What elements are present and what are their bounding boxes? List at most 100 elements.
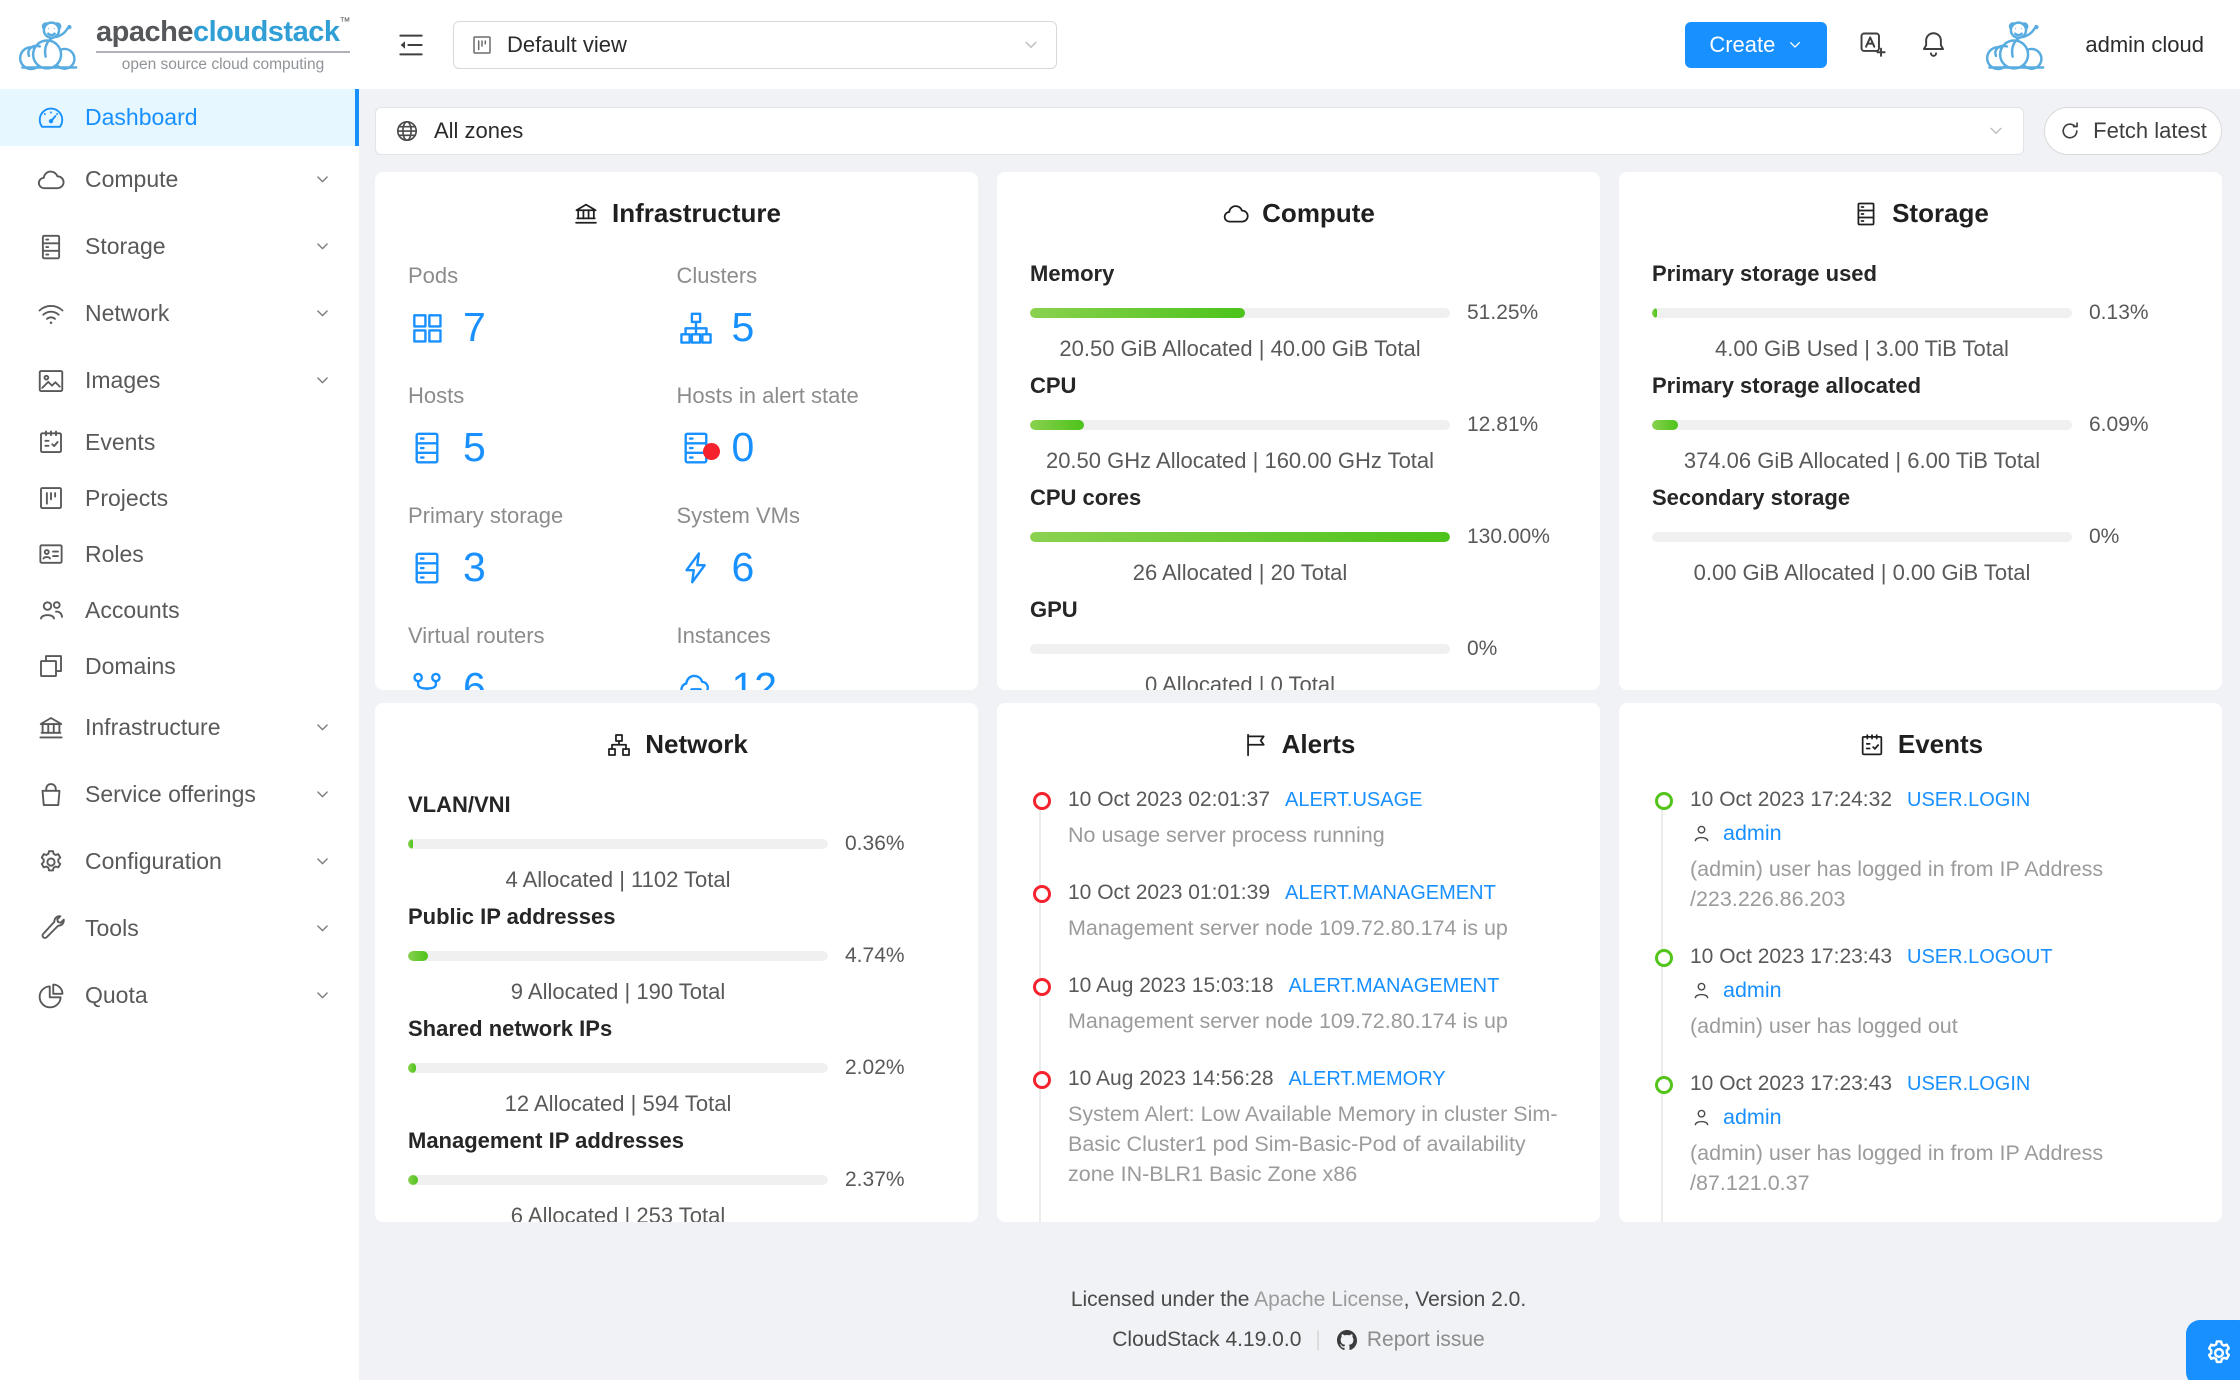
metric-label: Management IP addresses	[408, 1128, 684, 1153]
sidebar-item-roles[interactable]: Roles	[0, 526, 359, 582]
sidebar-item-accounts[interactable]: Accounts	[0, 582, 359, 638]
settings-fab-button[interactable]	[2186, 1320, 2240, 1380]
chevron-down-icon	[1022, 36, 1040, 54]
fetch-latest-button[interactable]: Fetch latest	[2044, 107, 2222, 155]
infra-stat: Clusters 5	[677, 263, 946, 351]
sidebar-item-infrastructure[interactable]: Infrastructure	[0, 694, 359, 761]
chevron-down-icon	[314, 171, 331, 188]
create-button[interactable]: Create	[1685, 21, 1828, 68]
timeline-dot	[1655, 949, 1673, 967]
storage-card: Storage Primary storage used 0.13% 4.00 Gi…	[1619, 172, 2222, 690]
progress-row: 2.02%	[408, 1056, 945, 1080]
infra-stat: Hosts in alert state 0	[677, 383, 946, 471]
sidebar-item-label: Quota	[85, 982, 148, 1008]
entry-type-link[interactable]: ALERT.MANAGEMENT	[1288, 975, 1500, 997]
sidebar-item-label: Configuration	[85, 848, 222, 874]
entry-type-link[interactable]: USER.LOGIN	[1907, 789, 2031, 811]
timeline-dot	[1033, 885, 1051, 903]
sidebar-item-label: Images	[85, 367, 161, 393]
idcard-icon	[36, 539, 66, 569]
entry-header: 10 Aug 2023 14:56:00 ALERT.MANAGEMENT	[1068, 1220, 1567, 1222]
metric-caption: 20.50 GHz Allocated | 160.00 GHz Total	[1045, 448, 1435, 473]
stat-label: Clusters	[676, 263, 758, 288]
stat-value[interactable]: 12	[731, 664, 778, 690]
entry-type-link[interactable]: ALERT.MANAGEMENT	[1289, 1221, 1500, 1222]
entry-message: (admin) user has logged out	[1690, 1014, 1958, 1038]
sidebar-item-label: Compute	[85, 166, 179, 192]
zone-selector[interactable]: All zones	[375, 107, 2024, 155]
user-avatar[interactable]	[1979, 13, 2055, 77]
apache-license-link[interactable]: Apache License	[1254, 1288, 1404, 1311]
metric-label: VLAN/VNI	[408, 792, 511, 817]
events-card-title: Events	[1652, 729, 2189, 760]
progress-percent: 0%	[2089, 525, 2120, 548]
stat-value[interactable]: 6	[463, 664, 486, 690]
divider: |	[1315, 1328, 1321, 1351]
cloud-icon	[1222, 200, 1250, 228]
stat-value[interactable]: 0	[731, 424, 755, 470]
entry-type-link[interactable]: USER.LOGOUT	[1907, 946, 2053, 968]
brand-logo: apachecloudstack™ open source cloud comp…	[0, 0, 359, 89]
sidebar-item-projects[interactable]: Projects	[0, 470, 359, 526]
progress-fill	[408, 951, 428, 961]
stat-value[interactable]: 7	[463, 304, 486, 350]
sidebar-item-domains[interactable]: Domains	[0, 638, 359, 694]
progress-percent: 2.02%	[845, 1056, 905, 1079]
progress-percent: 130.00%	[1467, 525, 1550, 548]
timeline-dot	[1033, 792, 1051, 810]
stat-value-row: 7	[408, 304, 677, 351]
sidebar-item-events[interactable]: Events	[0, 414, 359, 470]
user-name[interactable]: admin cloud	[2085, 31, 2204, 57]
translate-icon[interactable]	[1857, 29, 1888, 60]
entry-type-link[interactable]: ALERT.USAGE	[1285, 789, 1423, 811]
sidebar-item-configuration[interactable]: Configuration	[0, 828, 359, 895]
metric: Public IP addresses 4.74% 9 Allocated | 19…	[408, 904, 945, 1005]
schedule-icon	[1858, 731, 1886, 759]
footer: Licensed under the Apache License, Versi…	[375, 1288, 2222, 1352]
sidebar-item-service-offerings[interactable]: Service offerings	[0, 761, 359, 828]
stat-value-row: 3	[408, 544, 677, 591]
wifi-icon	[36, 299, 66, 329]
entry-time: 10 Aug 2023 14:56:28	[1068, 1067, 1274, 1090]
metric-label: Secondary storage	[1652, 485, 1851, 510]
sidebar-item-network[interactable]: Network	[0, 280, 359, 347]
stat-value-row: 12	[677, 664, 946, 690]
metric-label: Primary storage used	[1652, 261, 1877, 286]
progress-percent: 51.25%	[1467, 301, 1539, 324]
progress-percent: 6.09%	[2089, 413, 2149, 436]
progress-row: 12.81%	[1030, 413, 1567, 437]
progress-row: 51.25%	[1030, 301, 1567, 325]
entry-header: 10 Oct 2023 02:01:37 ALERT.USAGE	[1068, 788, 1567, 812]
entry-type-link[interactable]: ALERT.MEMORY	[1288, 1068, 1446, 1090]
chevron-down-icon	[314, 920, 331, 937]
alert-dot	[702, 442, 720, 460]
sidebar-item-storage[interactable]: Storage	[0, 213, 359, 280]
view-selector[interactable]: Default view	[453, 20, 1057, 69]
entry-type-link[interactable]: USER.LOGIN	[1907, 1073, 2031, 1095]
entry-type-link[interactable]: ALERT.MANAGEMENT	[1285, 882, 1496, 904]
stat-value[interactable]: 5	[731, 304, 755, 350]
progress-track	[408, 1175, 828, 1185]
stat-value[interactable]: 3	[463, 544, 486, 590]
stat-value[interactable]: 6	[731, 544, 755, 590]
entry-message: (admin) user has logged in from IP Addre…	[1690, 1141, 2104, 1195]
sidebar-item-compute[interactable]: Compute	[0, 146, 359, 213]
sidebar-item-images[interactable]: Images	[0, 347, 359, 414]
schedule-icon	[36, 427, 66, 457]
report-issue-link[interactable]: Report issue	[1335, 1328, 1485, 1352]
bell-icon[interactable]	[1918, 29, 1949, 60]
sidebar-item-dashboard[interactable]: Dashboard	[0, 89, 359, 146]
zone-selector-value: All zones	[434, 118, 524, 143]
metric-label: Primary storage allocated	[1652, 373, 1922, 398]
entry-message: Management server node 109.72.80.174 is …	[1068, 916, 1508, 940]
entry-user-link[interactable]: admin	[1723, 821, 1782, 845]
sidebar-item-tools[interactable]: Tools	[0, 895, 359, 962]
stat-value[interactable]: 5	[463, 424, 486, 470]
entry-user-link[interactable]: admin	[1723, 978, 1782, 1002]
entry-user-link[interactable]: admin	[1723, 1105, 1782, 1129]
stat-label: Instances	[676, 623, 771, 648]
progress-fill	[408, 839, 413, 849]
setting-icon	[36, 847, 66, 877]
menu-fold-icon[interactable]	[395, 29, 427, 61]
sidebar-item-quota[interactable]: Quota	[0, 962, 359, 1029]
